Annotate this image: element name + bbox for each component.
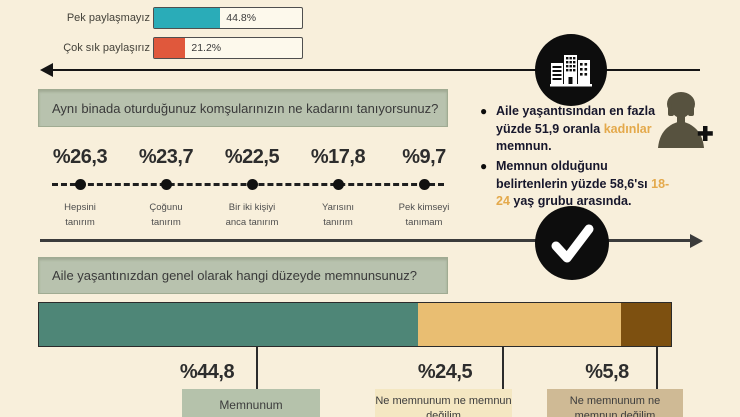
dotplot-label-wrap: Yarısını tanırım [292,201,384,230]
check-icon [548,221,596,265]
stacked-segment-memnunum [39,303,418,346]
bullet-icon: ● [480,159,488,173]
divider-line-top [50,69,700,71]
dotplot-column: %17,8 [292,146,384,169]
dotplot-column: %26,3 [34,146,126,169]
callout-value: %24,5 [417,361,473,383]
share-bar-value: 44.8% [226,12,257,24]
dotplot-label: Çoğunu tanırım [149,202,183,228]
bullet-icon: ● [480,104,488,118]
callout-label-box: Memnunum [182,389,320,417]
dotplot-label: Pek kimseyi tanımam [398,202,450,228]
dotplot-dot [333,179,344,190]
callout-tick [502,347,504,389]
share-bar-fill [154,8,221,28]
stacked-segment-ne-memnun [417,303,622,346]
dotplot-dot [75,179,86,190]
dotplot-value: %23,7 [138,146,194,168]
woman-icon [648,88,716,150]
share-bar-fill [154,38,186,58]
fact-highlight: 18-24 [496,176,670,209]
dotplot-value: %9,7 [402,146,446,168]
dotplot-column: %9,7 [378,146,470,169]
fact-text: Aile yaşantısından en fazla yüzde 51,9 o… [496,104,656,136]
question-box-satisfaction: Aile yaşantınızdan genel olarak hangi dü… [38,257,448,294]
fact-text: yaş grubu arasında. [509,194,632,208]
fact-highlight: kadınlar [603,121,652,136]
callout-tick [656,347,658,389]
callout-label-box: Ne memnunum ne memnun değilim [547,389,683,417]
dotplot-column: %22,5 [206,146,298,169]
building-icon [550,52,592,88]
dotplot-dot [161,179,172,190]
stacked-segment-brown [621,303,671,346]
building-badge [535,34,607,106]
callout-tick [256,347,258,389]
fact-item: ● Aile yaşantısından en fazla yüzde 51,9… [480,103,678,156]
stacked-bar [38,302,672,347]
fact-text: Memnun olduğunu belirtenlerin yüzde 58,6… [496,159,652,191]
check-badge [535,206,609,280]
right-arrow-icon [690,234,703,248]
share-bar-value: 21.2% [191,42,222,54]
dotplot-label-wrap: Pek kimseyi tanımam [378,201,470,230]
callout-value: %5,8 [585,361,629,383]
callout-label-box: Ne memnunum ne memnun değilim [375,389,512,417]
share-bar-label: Pek paylaşmayız [66,12,150,24]
dotplot-dot [247,179,258,190]
dotplot-value: %26,3 [52,146,108,168]
dotplot-label-wrap: Çoğunu tanırım [120,201,212,230]
dotplot-label: Yarısını tanırım [321,202,355,228]
dotplot-label: Bir iki kişiyi anca tanırım [225,202,279,228]
share-bar-track: 44.8% [153,7,303,29]
question-box-neighbors: Aynı binada oturduğunuz komşularınızın n… [38,89,448,127]
dotplot-dot [419,179,430,190]
dotplot-label-wrap: Bir iki kişiyi anca tanırım [206,201,298,230]
dotplot-label: Hepsini tanırım [64,202,96,228]
fact-item: ● Memnun olduğunu belirtenlerin yüzde 58… [480,158,678,211]
dotplot-column: %23,7 [120,146,212,169]
share-bar-label: Çok sık paylaşırız [63,42,150,54]
fact-text: memnun. [496,139,552,153]
dotplot-value: %22,5 [224,146,280,168]
share-bar-track: 21.2% [153,37,303,59]
dotplot-value: %17,8 [310,146,366,168]
left-arrow-icon [40,63,53,77]
callout-value: %44,8 [179,361,235,383]
divider-line-middle [40,239,692,242]
dotplot-label-wrap: Hepsini tanırım [34,201,126,230]
